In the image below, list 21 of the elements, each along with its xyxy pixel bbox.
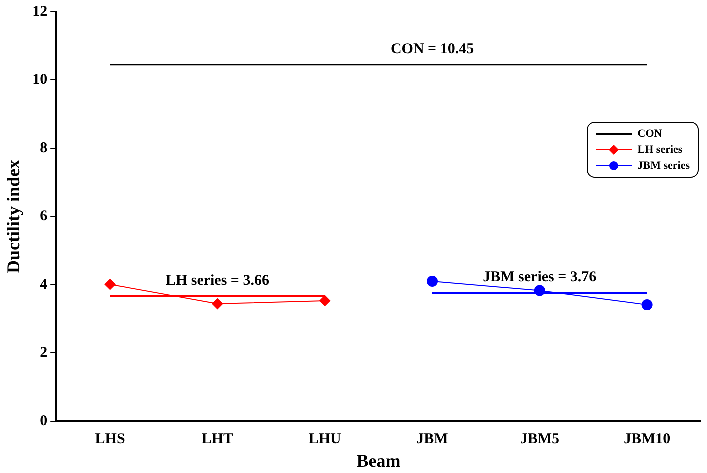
- x-tick-label: JBM: [416, 431, 448, 448]
- y-tick-label: 0: [40, 413, 48, 430]
- y-tick-label: 10: [32, 72, 48, 88]
- x-tick-label: LHT: [202, 431, 234, 448]
- annotation: CON = 10.45: [390, 41, 474, 58]
- x-tick-label: LHU: [308, 431, 342, 448]
- x-tick-label: LHS: [95, 431, 126, 448]
- legend-label: CON: [638, 128, 662, 140]
- x-tick-label: JBM5: [520, 431, 560, 448]
- y-axis-title: Ductility index: [3, 160, 24, 274]
- y-tick-label: 6: [40, 208, 48, 225]
- annotation: LH series = 3.66: [166, 272, 270, 289]
- y-tick-label: 4: [40, 276, 48, 293]
- x-tick-label: JBM10: [624, 431, 671, 448]
- y-tick-label: 8: [40, 140, 48, 156]
- y-tick-label: 12: [32, 4, 48, 20]
- annotation: JBM series = 3.76: [483, 269, 598, 286]
- legend-label: LH series: [638, 144, 683, 156]
- x-axis-title: Beam: [356, 450, 401, 471]
- legend-label: JBM series: [638, 160, 690, 172]
- y-tick-label: 2: [40, 345, 48, 362]
